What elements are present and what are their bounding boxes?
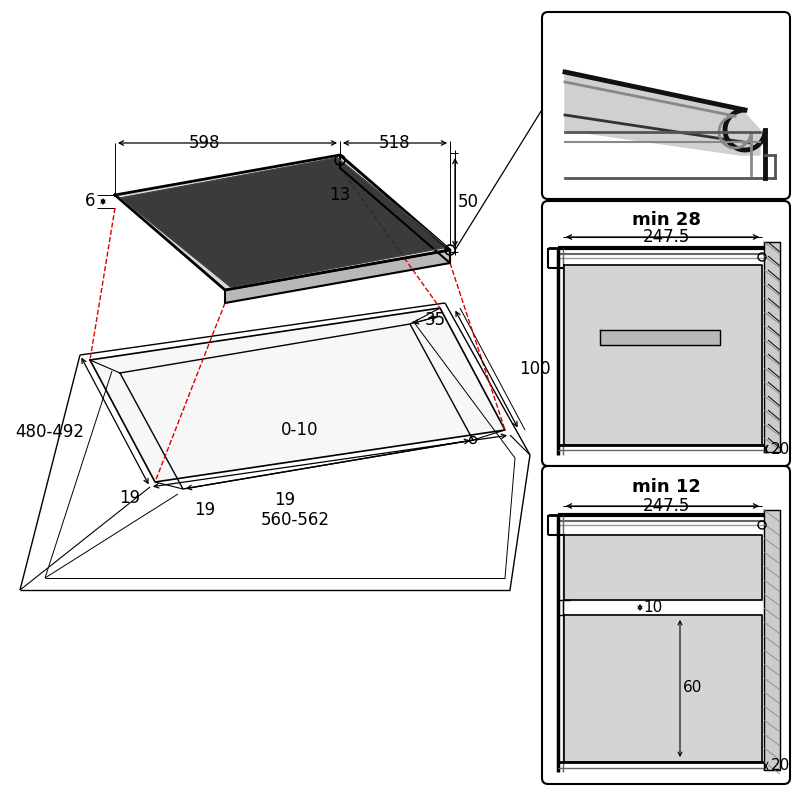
Text: 10: 10 bbox=[643, 599, 662, 614]
Text: 13: 13 bbox=[330, 186, 350, 204]
Polygon shape bbox=[564, 535, 762, 600]
Polygon shape bbox=[764, 242, 780, 452]
Polygon shape bbox=[340, 155, 450, 263]
Text: min 28: min 28 bbox=[631, 211, 701, 229]
Polygon shape bbox=[564, 265, 762, 445]
Text: 60: 60 bbox=[683, 681, 702, 695]
Text: 19: 19 bbox=[274, 491, 295, 509]
FancyBboxPatch shape bbox=[542, 466, 790, 784]
Text: 480-492: 480-492 bbox=[15, 423, 85, 441]
Text: 6: 6 bbox=[85, 192, 95, 210]
Text: 20: 20 bbox=[770, 442, 790, 457]
Text: min 12: min 12 bbox=[631, 478, 701, 496]
Text: 0-10: 0-10 bbox=[282, 421, 318, 439]
Text: 35: 35 bbox=[425, 311, 446, 329]
Polygon shape bbox=[600, 330, 720, 345]
Text: 20: 20 bbox=[770, 758, 790, 774]
Text: 560-562: 560-562 bbox=[261, 511, 330, 529]
Text: 19: 19 bbox=[194, 501, 215, 519]
Polygon shape bbox=[225, 250, 450, 303]
Text: 19: 19 bbox=[119, 489, 141, 507]
Text: 598: 598 bbox=[190, 134, 221, 152]
Polygon shape bbox=[564, 615, 762, 762]
Text: 100: 100 bbox=[519, 360, 551, 378]
Text: 247.5: 247.5 bbox=[642, 497, 690, 515]
Text: 247.5: 247.5 bbox=[642, 228, 690, 246]
Text: 50: 50 bbox=[458, 193, 478, 211]
Polygon shape bbox=[764, 510, 780, 770]
Polygon shape bbox=[121, 158, 447, 287]
Polygon shape bbox=[565, 70, 760, 155]
FancyBboxPatch shape bbox=[542, 201, 790, 466]
Polygon shape bbox=[90, 308, 505, 482]
Polygon shape bbox=[115, 155, 450, 290]
Text: 518: 518 bbox=[379, 134, 411, 152]
FancyBboxPatch shape bbox=[542, 12, 790, 199]
